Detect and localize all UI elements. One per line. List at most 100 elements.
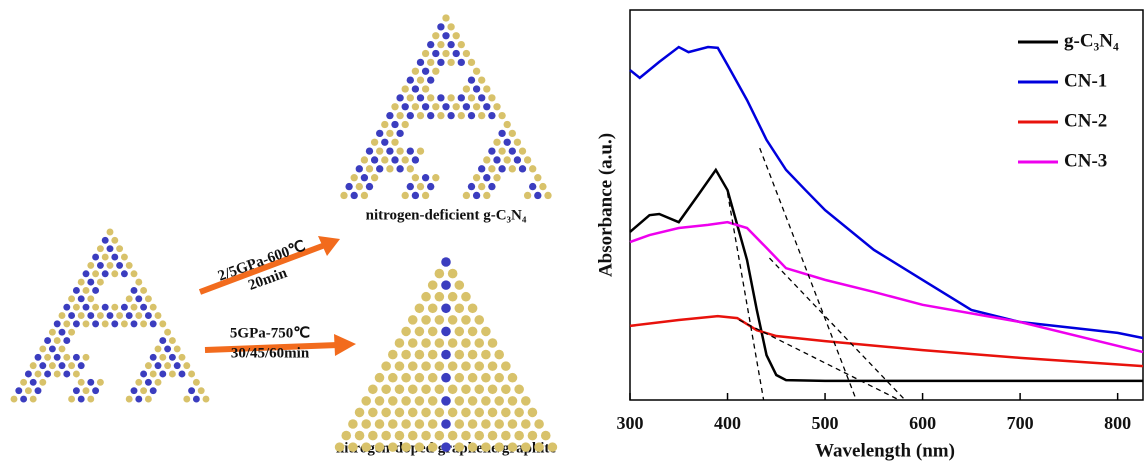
- x-tick-label: 600: [909, 413, 936, 433]
- atom: [101, 253, 109, 261]
- atom: [361, 442, 371, 452]
- atom: [421, 67, 430, 75]
- atom: [120, 253, 128, 261]
- atom: [144, 395, 152, 403]
- atom: [474, 384, 485, 395]
- atom: [434, 338, 445, 348]
- atom: [58, 345, 66, 353]
- atom: [154, 378, 162, 386]
- atom: [467, 111, 476, 120]
- caption: nitrogen-deficient g-C₃N₄: [366, 207, 527, 223]
- atom: [481, 349, 491, 360]
- atom: [474, 430, 485, 441]
- atom: [481, 419, 491, 429]
- atom: [437, 40, 445, 49]
- atom: [427, 372, 438, 383]
- atom: [72, 303, 80, 311]
- atom: [48, 345, 56, 353]
- atom: [467, 182, 476, 191]
- atom: [414, 396, 425, 406]
- atom: [467, 58, 476, 67]
- atom: [168, 353, 176, 361]
- atom: [92, 253, 100, 261]
- atom: [92, 270, 100, 278]
- atom: [116, 312, 124, 319]
- atom: [406, 165, 414, 173]
- atom: [454, 372, 465, 383]
- atom: [447, 315, 458, 325]
- atom: [434, 315, 445, 325]
- atom: [432, 67, 440, 75]
- atom: [82, 320, 90, 328]
- atom: [406, 76, 414, 84]
- tangent-line: [738, 319, 900, 401]
- atom: [381, 361, 391, 371]
- atom: [493, 156, 501, 164]
- atom: [381, 384, 391, 395]
- atom: [427, 58, 435, 67]
- atom: [442, 14, 450, 22]
- atom: [44, 370, 52, 378]
- atom: [77, 395, 85, 403]
- atom: [53, 370, 61, 378]
- atom: [481, 372, 491, 383]
- atom: [467, 303, 478, 314]
- atom: [370, 174, 379, 182]
- atom: [348, 419, 358, 429]
- atom: [494, 349, 504, 360]
- atom: [376, 147, 384, 155]
- atom: [441, 326, 451, 337]
- atom: [130, 387, 138, 395]
- atom: [82, 287, 90, 294]
- atom: [361, 419, 371, 429]
- atom: [454, 442, 465, 452]
- atom: [44, 353, 52, 361]
- atom: [427, 326, 438, 337]
- atom: [401, 156, 409, 164]
- atom: [154, 345, 162, 353]
- atom: [348, 442, 358, 452]
- atom: [432, 49, 440, 58]
- atom: [534, 174, 542, 182]
- atom: [125, 395, 133, 403]
- atom: [82, 353, 90, 361]
- atom: [391, 103, 399, 111]
- atom: [416, 182, 425, 191]
- atom: [457, 58, 465, 67]
- atom: [411, 191, 420, 200]
- atom: [140, 387, 148, 395]
- atom: [521, 419, 531, 429]
- atom: [159, 370, 167, 378]
- atom: [474, 407, 485, 418]
- atom: [87, 378, 95, 386]
- atom: [527, 407, 538, 418]
- atom: [474, 338, 485, 348]
- atom: [411, 103, 420, 111]
- atom: [140, 320, 148, 328]
- atom: [523, 156, 532, 164]
- atom: [472, 85, 481, 93]
- atom: [106, 261, 114, 269]
- atom: [53, 320, 61, 328]
- x-tick-label: 700: [1007, 413, 1034, 433]
- atom: [394, 384, 405, 395]
- x-tick-label: 500: [812, 413, 839, 433]
- atom: [149, 370, 157, 378]
- atom: [130, 287, 138, 294]
- atom: [202, 395, 210, 403]
- atom: [493, 138, 501, 146]
- atom: [39, 345, 47, 353]
- atom: [159, 337, 167, 345]
- atom: [178, 370, 186, 378]
- atom: [140, 370, 148, 378]
- atom: [518, 147, 527, 155]
- atom: [447, 430, 458, 441]
- atom: [454, 280, 465, 290]
- atom: [521, 396, 531, 406]
- atom: [58, 312, 66, 319]
- atom: [53, 353, 61, 361]
- atom: [414, 419, 425, 429]
- atom: [529, 165, 537, 173]
- atom: [494, 442, 504, 452]
